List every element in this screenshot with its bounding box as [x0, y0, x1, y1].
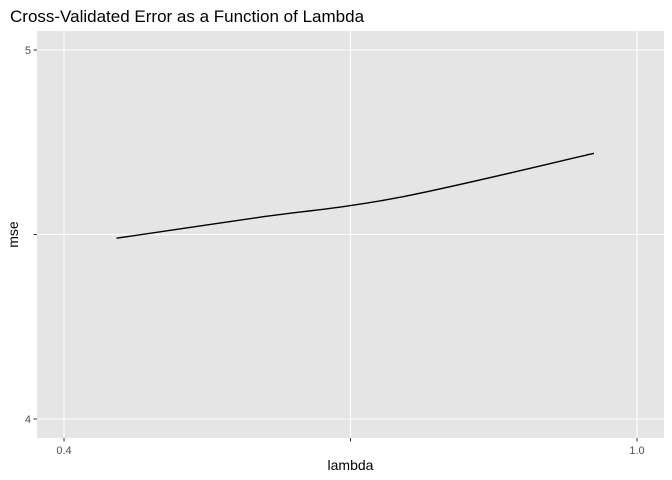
- axes: 0.4 1.0 4 5: [25, 45, 645, 457]
- series-layer: [116, 152, 595, 239]
- chart-title: Cross-Validated Error as a Function of L…: [10, 7, 365, 26]
- grid-lines: [37, 31, 664, 438]
- y-tick-label: 5: [25, 45, 31, 57]
- y-tick-label: 4: [25, 414, 31, 426]
- x-tick-label: 0.4: [56, 445, 71, 457]
- y-axis-title: mse: [5, 221, 21, 248]
- x-axis-title: lambda: [328, 457, 374, 473]
- series-line: [116, 152, 595, 239]
- x-tick-label: 1.0: [629, 445, 644, 457]
